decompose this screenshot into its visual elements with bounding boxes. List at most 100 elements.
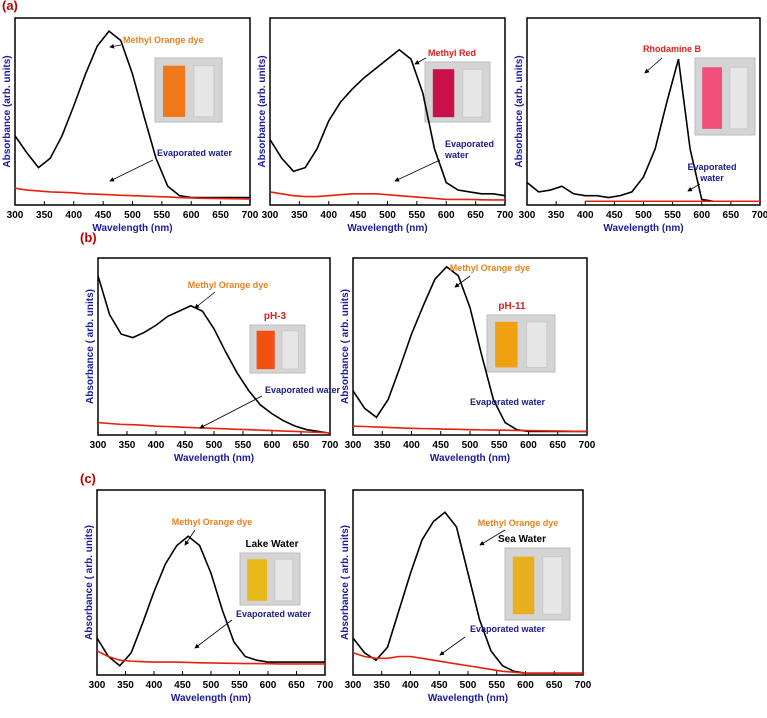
x-tick-label: 450 bbox=[431, 680, 448, 691]
x-tick-label: 350 bbox=[548, 210, 565, 221]
annotation-arrow bbox=[454, 275, 471, 288]
y-axis-label: Absorbance ( arb. units) bbox=[340, 525, 351, 640]
x-tick-label: 450 bbox=[95, 210, 112, 221]
x-tick-label: 700 bbox=[575, 680, 592, 691]
x-tick-label: 400 bbox=[146, 680, 163, 691]
x-tick-label: 600 bbox=[520, 440, 537, 451]
annotation-arrow bbox=[194, 291, 216, 309]
x-tick-label: 650 bbox=[546, 680, 563, 691]
x-tick-label: 600 bbox=[693, 210, 710, 221]
x-tick-label: 650 bbox=[549, 440, 566, 451]
annotation-arrow bbox=[414, 57, 427, 65]
y-axis-label: Absorbance ( arb. units) bbox=[340, 289, 351, 404]
x-tick-label: 400 bbox=[320, 210, 337, 221]
x-tick-label: 650 bbox=[288, 680, 305, 691]
series-line bbox=[352, 652, 583, 674]
x-tick-label: 350 bbox=[117, 680, 134, 691]
series-line bbox=[269, 191, 505, 201]
annotation: pH-11 bbox=[498, 301, 526, 312]
x-tick-label: 650 bbox=[212, 210, 229, 221]
annotation-arrow bbox=[194, 619, 233, 649]
x-tick-label: 600 bbox=[438, 210, 455, 221]
series-label: Evaporated water bbox=[470, 624, 546, 634]
series-line bbox=[14, 29, 250, 199]
x-tick-label: 500 bbox=[379, 210, 396, 221]
y-axis-label: Absorbance (arb. units) bbox=[2, 55, 13, 167]
series-label: Methyl Orange dye bbox=[188, 280, 269, 290]
x-tick-label: 550 bbox=[488, 680, 505, 691]
x-axis-label: Wavelength (nm) bbox=[603, 223, 683, 234]
series-label: Evaporated water bbox=[265, 385, 341, 395]
x-tick-label: 700 bbox=[317, 680, 334, 691]
series-label: Evaporated water bbox=[444, 139, 494, 160]
x-tick-label: 600 bbox=[264, 440, 281, 451]
annotation-arrow bbox=[109, 43, 122, 49]
x-axis-label: Wavelength (nm) bbox=[92, 223, 172, 234]
x-tick-label: 500 bbox=[206, 440, 223, 451]
x-tick-label: 300 bbox=[7, 210, 24, 221]
x-tick-label: 400 bbox=[148, 440, 165, 451]
series-line bbox=[96, 650, 325, 665]
x-tick-label: 700 bbox=[242, 210, 259, 221]
sample-cuvette-water bbox=[542, 556, 563, 615]
series-line bbox=[14, 187, 251, 200]
x-tick-label: 700 bbox=[752, 210, 767, 221]
x-tick-label: 300 bbox=[345, 680, 362, 691]
x-tick-label: 300 bbox=[519, 210, 536, 221]
x-tick-label: 400 bbox=[402, 680, 419, 691]
series-line bbox=[352, 425, 588, 433]
x-tick-label: 550 bbox=[235, 440, 252, 451]
series-line bbox=[97, 421, 331, 434]
panel-label: (c) bbox=[80, 471, 96, 486]
series-label: Methyl Orange dye bbox=[172, 517, 253, 527]
x-tick-label: 450 bbox=[174, 680, 191, 691]
annotation-arrow bbox=[687, 183, 701, 192]
x-tick-label: 450 bbox=[432, 440, 449, 451]
series-label: Evaporated water bbox=[157, 148, 233, 158]
x-axis-label: Wavelength (nm) bbox=[347, 223, 427, 234]
x-axis-label: Wavelength (nm) bbox=[428, 693, 508, 704]
y-axis-label: Absorbance (arb. units) bbox=[514, 55, 525, 167]
x-tick-label: 450 bbox=[606, 210, 623, 221]
x-tick-label: 350 bbox=[119, 440, 136, 451]
series-label: Methyl Orange dye bbox=[123, 35, 204, 45]
x-tick-label: 500 bbox=[460, 680, 477, 691]
x-tick-label: 500 bbox=[124, 210, 141, 221]
x-tick-label: 450 bbox=[177, 440, 194, 451]
x-tick-label: 550 bbox=[664, 210, 681, 221]
x-tick-label: 300 bbox=[262, 210, 279, 221]
x-tick-label: 500 bbox=[203, 680, 220, 691]
series-label: Evaporated water bbox=[470, 397, 546, 407]
annotation-arrow bbox=[184, 529, 196, 546]
sample-cuvette-dye bbox=[702, 67, 722, 129]
sample-cuvette-water bbox=[729, 66, 749, 130]
x-tick-label: 350 bbox=[373, 680, 390, 691]
x-tick-label: 500 bbox=[462, 440, 479, 451]
x-tick-label: 400 bbox=[403, 440, 420, 451]
series-label: Evaporated water bbox=[687, 162, 736, 183]
x-tick-label: 350 bbox=[374, 440, 391, 451]
x-tick-label: 700 bbox=[579, 440, 596, 451]
annotation-arrow bbox=[479, 529, 506, 546]
x-axis-label: Wavelength (nm) bbox=[430, 453, 510, 464]
series-label: Methyl Orange dye bbox=[478, 518, 559, 528]
x-tick-label: 650 bbox=[293, 440, 310, 451]
x-tick-label: 300 bbox=[345, 440, 362, 451]
x-tick-label: 550 bbox=[231, 680, 248, 691]
sample-cuvette-dye bbox=[247, 559, 267, 601]
x-tick-label: 700 bbox=[497, 210, 514, 221]
annotation: Sea Water bbox=[498, 534, 546, 545]
annotation-arrow bbox=[199, 395, 263, 429]
series-label: Rhodamine B bbox=[643, 44, 702, 54]
annotation-arrow bbox=[109, 159, 154, 182]
x-tick-label: 550 bbox=[491, 440, 508, 451]
x-tick-label: 300 bbox=[89, 680, 106, 691]
series-line bbox=[97, 275, 331, 435]
x-tick-label: 350 bbox=[36, 210, 53, 221]
x-tick-label: 650 bbox=[467, 210, 484, 221]
x-tick-label: 600 bbox=[260, 680, 277, 691]
sample-cuvette-dye bbox=[256, 330, 275, 370]
annotation: Lake Water bbox=[246, 539, 299, 550]
x-tick-label: 300 bbox=[90, 440, 107, 451]
y-axis-label: Absorbance ( arb. units) bbox=[85, 289, 96, 404]
